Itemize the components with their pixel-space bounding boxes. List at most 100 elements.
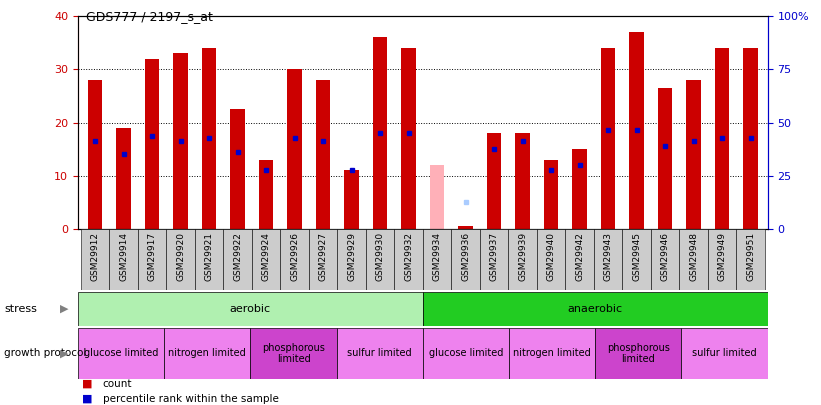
FancyBboxPatch shape (651, 229, 679, 290)
FancyBboxPatch shape (250, 328, 337, 379)
FancyBboxPatch shape (423, 229, 452, 290)
Bar (715, 48, 729, 229)
FancyBboxPatch shape (594, 229, 622, 290)
Bar (373, 37, 388, 229)
FancyBboxPatch shape (167, 229, 195, 290)
Bar (202, 48, 216, 229)
FancyBboxPatch shape (537, 229, 566, 290)
Text: GSM29912: GSM29912 (90, 232, 99, 281)
Text: GSM29932: GSM29932 (404, 232, 413, 281)
Bar (458, 226, 473, 229)
Text: GSM29921: GSM29921 (204, 232, 213, 281)
FancyBboxPatch shape (78, 328, 164, 379)
FancyBboxPatch shape (138, 229, 167, 290)
FancyBboxPatch shape (509, 328, 595, 379)
Bar (601, 48, 615, 229)
Text: GSM29914: GSM29914 (119, 232, 128, 281)
Bar (658, 88, 672, 229)
Bar (430, 165, 444, 229)
Bar (345, 171, 359, 229)
Bar (630, 32, 644, 229)
Text: GSM29949: GSM29949 (718, 232, 727, 281)
Bar (487, 133, 501, 229)
FancyBboxPatch shape (337, 328, 423, 379)
Text: ■: ■ (82, 394, 93, 404)
FancyBboxPatch shape (708, 229, 736, 290)
Text: GSM29942: GSM29942 (575, 232, 584, 281)
FancyBboxPatch shape (566, 229, 594, 290)
FancyBboxPatch shape (681, 328, 768, 379)
Text: ▶: ▶ (60, 304, 68, 314)
Text: ■: ■ (82, 379, 93, 388)
Text: growth protocol: growth protocol (4, 348, 86, 358)
FancyBboxPatch shape (80, 229, 109, 290)
FancyBboxPatch shape (595, 328, 681, 379)
Bar (316, 80, 330, 229)
Text: GSM29948: GSM29948 (689, 232, 698, 281)
Text: glucose limited: glucose limited (429, 348, 503, 358)
FancyBboxPatch shape (679, 229, 708, 290)
Text: GSM29951: GSM29951 (746, 232, 755, 281)
Text: GSM29940: GSM29940 (547, 232, 556, 281)
FancyBboxPatch shape (508, 229, 537, 290)
Text: GSM29929: GSM29929 (347, 232, 356, 281)
Text: sulfur limited: sulfur limited (692, 348, 757, 358)
FancyBboxPatch shape (394, 229, 423, 290)
FancyBboxPatch shape (223, 229, 252, 290)
Text: GSM29926: GSM29926 (290, 232, 299, 281)
FancyBboxPatch shape (423, 292, 768, 326)
FancyBboxPatch shape (479, 229, 508, 290)
Text: GSM29922: GSM29922 (233, 232, 242, 281)
Text: GSM29924: GSM29924 (262, 232, 271, 281)
Text: ▶: ▶ (60, 348, 68, 358)
Text: anaerobic: anaerobic (567, 304, 623, 314)
Text: GSM29943: GSM29943 (603, 232, 612, 281)
Bar (516, 133, 530, 229)
FancyBboxPatch shape (622, 229, 651, 290)
Text: GSM29937: GSM29937 (489, 232, 498, 281)
FancyBboxPatch shape (195, 229, 223, 290)
FancyBboxPatch shape (280, 229, 309, 290)
FancyBboxPatch shape (252, 229, 280, 290)
Bar (572, 149, 587, 229)
Text: GSM29917: GSM29917 (148, 232, 157, 281)
Bar (686, 80, 700, 229)
FancyBboxPatch shape (309, 229, 337, 290)
Text: nitrogen limited: nitrogen limited (513, 348, 591, 358)
Bar (88, 80, 103, 229)
Text: sulfur limited: sulfur limited (347, 348, 412, 358)
Bar (173, 53, 188, 229)
FancyBboxPatch shape (337, 229, 366, 290)
Bar (145, 59, 159, 229)
Text: glucose limited: glucose limited (84, 348, 158, 358)
FancyBboxPatch shape (78, 292, 423, 326)
FancyBboxPatch shape (423, 328, 509, 379)
Text: GDS777 / 2197_s_at: GDS777 / 2197_s_at (86, 10, 213, 23)
Text: phosphorous
limited: phosphorous limited (607, 343, 670, 364)
Bar (231, 109, 245, 229)
Text: percentile rank within the sample: percentile rank within the sample (103, 394, 278, 404)
FancyBboxPatch shape (109, 229, 138, 290)
Text: GSM29946: GSM29946 (661, 232, 670, 281)
Text: GSM29939: GSM29939 (518, 232, 527, 281)
FancyBboxPatch shape (164, 328, 250, 379)
Bar (743, 48, 758, 229)
Bar (401, 48, 415, 229)
Text: GSM29934: GSM29934 (433, 232, 442, 281)
Text: GSM29927: GSM29927 (319, 232, 328, 281)
Bar (117, 128, 131, 229)
Text: phosphorous
limited: phosphorous limited (262, 343, 325, 364)
Bar (287, 69, 301, 229)
FancyBboxPatch shape (736, 229, 765, 290)
Bar (259, 160, 273, 229)
Text: aerobic: aerobic (230, 304, 271, 314)
Text: GSM29936: GSM29936 (461, 232, 470, 281)
Text: stress: stress (4, 304, 37, 314)
Text: GSM29945: GSM29945 (632, 232, 641, 281)
FancyBboxPatch shape (366, 229, 394, 290)
Bar (544, 160, 558, 229)
Text: nitrogen limited: nitrogen limited (168, 348, 246, 358)
Text: GSM29920: GSM29920 (176, 232, 185, 281)
Text: GSM29930: GSM29930 (375, 232, 384, 281)
FancyBboxPatch shape (452, 229, 479, 290)
